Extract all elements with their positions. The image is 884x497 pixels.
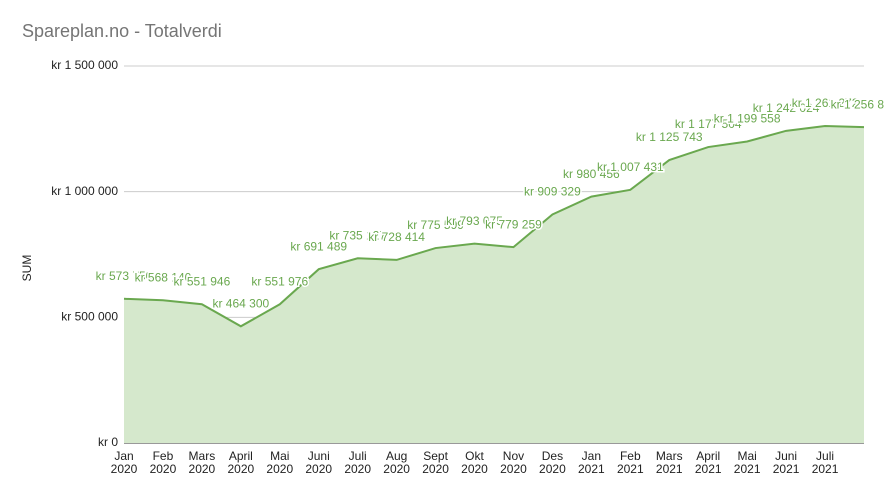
x-tick-label: Feb 2020: [149, 449, 177, 476]
data-label: kr 1 125 743: [636, 130, 703, 144]
data-label: kr 568 140: [135, 270, 192, 284]
data-label: kr 1 242 024: [753, 101, 820, 115]
x-tick-label: Jan 2020: [110, 449, 138, 476]
x-tick-label: Juli 2020: [344, 449, 372, 476]
data-label: kr 691 489: [290, 239, 347, 253]
x-tick-label: Feb 2021: [616, 449, 644, 476]
y-tick-label: kr 1 000 000: [51, 184, 118, 198]
x-tick-label: April 2021: [694, 449, 722, 476]
x-tick-label: Mars 2020: [188, 449, 216, 476]
x-tick-label: Sept 2020: [422, 449, 449, 476]
y-tick-label: kr 500 000: [61, 310, 118, 324]
data-label: kr 1 261 272: [792, 96, 859, 110]
y-axis-label: SUM: [20, 255, 34, 282]
data-label: kr 1 177 504: [675, 117, 742, 131]
x-tick-label: Nov 2020: [500, 449, 527, 476]
x-tick-label: Jan 2021: [578, 449, 605, 476]
x-tick-label: Mars 2021: [655, 449, 683, 476]
area: [124, 126, 864, 443]
x-tick-label: Juni 2020: [305, 449, 333, 476]
data-label: kr 551 976: [251, 274, 308, 288]
data-label: kr 1 199 558: [714, 112, 781, 126]
y-tick-label: kr 1 500 000: [51, 58, 118, 72]
data-label: kr 793 075: [446, 214, 503, 228]
x-tick-label: Juni 2021: [772, 449, 800, 476]
x-tick-label: Juli 2021: [811, 449, 839, 476]
data-label: kr 1 256 812: [831, 97, 884, 111]
data-label: kr 1 007 431: [597, 160, 664, 174]
data-label: kr 573 750: [96, 269, 153, 283]
x-tick-label: Mai 2020: [266, 449, 294, 476]
data-label: kr 909 329: [524, 185, 581, 199]
x-tick-label: Des 2020: [539, 449, 566, 476]
x-tick-label: April 2020: [227, 449, 255, 476]
x-tick-label: Okt 2020: [461, 449, 488, 476]
data-label: kr 464 300: [212, 296, 269, 310]
data-label: kr 735 127: [329, 228, 386, 242]
data-label: kr 551 946: [174, 274, 231, 288]
x-tick-label: Mai 2021: [733, 449, 761, 476]
data-label: kr 980 456: [563, 167, 620, 181]
y-tick-label: kr 0: [98, 435, 118, 449]
line: [123, 124, 865, 328]
data-label: kr 728 414: [368, 230, 425, 244]
chart-title: Spareplan.no - Totalverdi: [22, 21, 222, 41]
data-label: kr 775 599: [407, 218, 464, 232]
x-tick-label: Aug 2020: [383, 449, 410, 476]
data-label: kr 779 259: [485, 217, 542, 231]
